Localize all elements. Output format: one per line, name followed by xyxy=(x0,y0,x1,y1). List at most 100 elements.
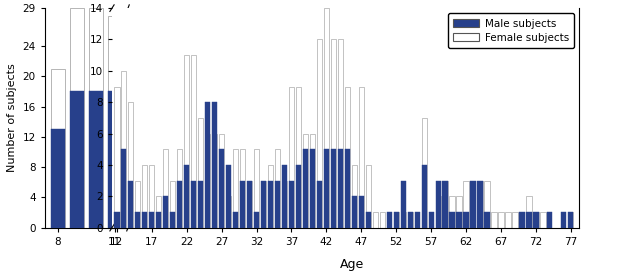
Bar xyxy=(163,196,168,228)
Bar xyxy=(338,149,343,228)
Bar xyxy=(547,212,552,228)
Bar xyxy=(108,16,122,228)
Bar xyxy=(268,180,273,228)
Bar xyxy=(387,212,392,228)
Bar xyxy=(365,212,371,228)
Bar xyxy=(135,180,140,228)
Bar xyxy=(463,212,468,228)
Bar xyxy=(247,180,252,228)
Bar xyxy=(121,71,127,228)
Bar xyxy=(477,180,483,228)
Bar xyxy=(89,91,103,228)
Bar xyxy=(296,86,301,228)
Legend: Male subjects, Female subjects: Male subjects, Female subjects xyxy=(448,13,574,48)
Bar xyxy=(219,134,224,228)
Bar xyxy=(108,91,122,228)
Bar xyxy=(149,212,154,228)
Bar xyxy=(233,212,238,228)
Bar xyxy=(449,196,454,228)
Bar xyxy=(177,180,182,228)
Bar xyxy=(415,212,420,228)
Bar xyxy=(135,212,140,228)
Bar xyxy=(513,212,518,228)
Bar xyxy=(484,212,490,228)
Bar xyxy=(477,180,483,228)
Bar xyxy=(247,180,252,228)
Bar xyxy=(358,86,364,228)
Bar xyxy=(205,102,211,228)
Bar xyxy=(317,180,322,228)
Bar xyxy=(303,134,308,228)
Bar xyxy=(70,91,84,228)
Bar xyxy=(442,180,448,228)
Bar xyxy=(89,8,103,228)
Bar xyxy=(226,196,231,228)
Bar xyxy=(526,212,532,228)
Bar xyxy=(191,180,196,228)
Bar xyxy=(275,180,280,228)
Bar xyxy=(540,212,545,228)
Bar xyxy=(128,180,134,228)
Bar xyxy=(463,180,468,228)
Bar xyxy=(358,196,364,228)
Bar xyxy=(408,212,413,228)
Bar xyxy=(282,165,287,228)
Bar xyxy=(331,149,336,228)
Bar xyxy=(492,212,497,228)
Bar xyxy=(296,165,301,228)
Bar xyxy=(177,149,182,228)
Bar xyxy=(456,196,461,228)
Bar xyxy=(156,212,161,228)
Bar xyxy=(401,180,406,228)
Bar xyxy=(51,129,65,228)
Bar xyxy=(149,165,154,228)
Bar xyxy=(163,149,168,228)
Bar xyxy=(408,212,413,228)
Bar xyxy=(533,212,538,228)
Bar xyxy=(352,196,357,228)
Bar xyxy=(184,55,189,228)
Bar xyxy=(345,86,350,228)
Bar xyxy=(422,165,427,228)
Bar xyxy=(456,212,461,228)
Bar xyxy=(198,118,204,228)
Bar xyxy=(212,134,217,228)
Bar xyxy=(240,180,245,228)
Bar xyxy=(268,165,273,228)
Bar xyxy=(128,102,134,228)
Bar xyxy=(115,212,120,228)
Bar xyxy=(212,102,217,228)
Bar xyxy=(310,134,315,228)
Text: Age: Age xyxy=(340,258,364,271)
Bar xyxy=(275,149,280,228)
Bar xyxy=(506,212,511,228)
Bar xyxy=(191,55,196,228)
Bar xyxy=(422,118,427,228)
Bar xyxy=(142,165,147,228)
Bar xyxy=(394,212,399,228)
Bar xyxy=(380,212,385,228)
Bar xyxy=(324,149,329,228)
Bar xyxy=(282,180,287,228)
Bar xyxy=(435,196,441,228)
Bar xyxy=(205,134,211,228)
Bar xyxy=(142,212,147,228)
Bar xyxy=(51,69,65,228)
Bar xyxy=(184,165,189,228)
Bar xyxy=(561,212,566,228)
Bar xyxy=(156,196,161,228)
Bar xyxy=(254,212,259,228)
Bar xyxy=(254,149,259,228)
Bar xyxy=(226,165,231,228)
Bar xyxy=(568,212,573,228)
Bar xyxy=(345,149,350,228)
Bar xyxy=(324,8,329,228)
Bar xyxy=(233,149,238,228)
Bar xyxy=(310,149,315,228)
Bar xyxy=(470,180,476,228)
Bar xyxy=(526,196,532,228)
Bar xyxy=(115,86,120,228)
Bar xyxy=(429,212,434,228)
Bar xyxy=(170,212,175,228)
Bar xyxy=(352,165,357,228)
